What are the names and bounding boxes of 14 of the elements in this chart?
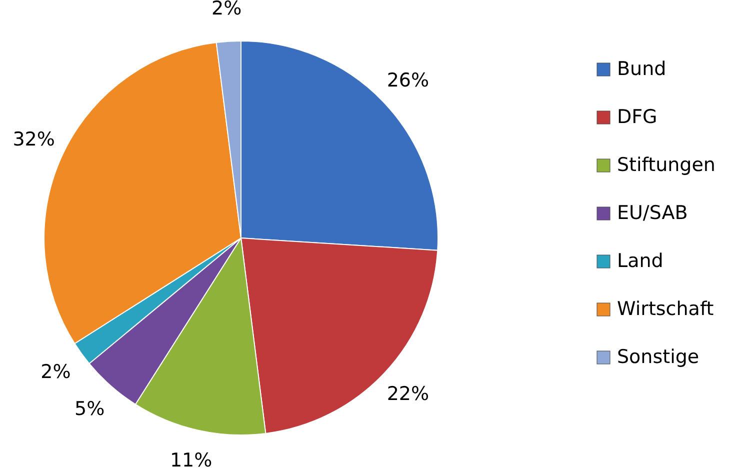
legend-label: Sonstige <box>617 346 700 368</box>
data-label: 26% <box>386 69 430 92</box>
legend-label: Bund <box>617 58 666 80</box>
legend-label: Wirtschaft <box>617 298 714 320</box>
legend-label: EU/SAB <box>617 202 688 224</box>
data-label: 11% <box>170 450 212 472</box>
data-label: 32% <box>12 128 55 151</box>
data-label: 2% <box>40 360 71 383</box>
legend-label: Stiftungen <box>617 154 716 176</box>
data-label: 2% <box>212 0 242 20</box>
legend-label: DFG <box>617 106 658 128</box>
data-label: 22% <box>386 382 430 405</box>
data-label: 5% <box>74 398 105 420</box>
legend-label: Land <box>617 250 664 272</box>
